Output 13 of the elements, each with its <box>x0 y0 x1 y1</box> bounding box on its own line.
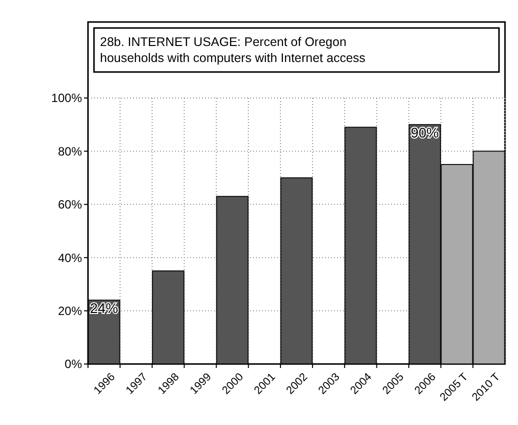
chart-title: 28b. INTERNET USAGE: Percent of Oregon households with computers with Internet access <box>100 35 366 65</box>
bar <box>280 177 313 364</box>
y-tick-label: 100% <box>51 91 82 106</box>
y-tick-label: 60% <box>58 198 82 212</box>
y-tick-label: 0% <box>64 357 82 372</box>
data-label: 90% <box>410 124 439 140</box>
y-tick-label: 20% <box>58 304 82 318</box>
bar <box>152 270 184 364</box>
y-tick-label: 80% <box>58 144 82 158</box>
bar <box>344 126 377 364</box>
data-label: 24% <box>90 300 118 316</box>
y-tick-label: 40% <box>58 250 82 265</box>
bar <box>216 196 249 364</box>
